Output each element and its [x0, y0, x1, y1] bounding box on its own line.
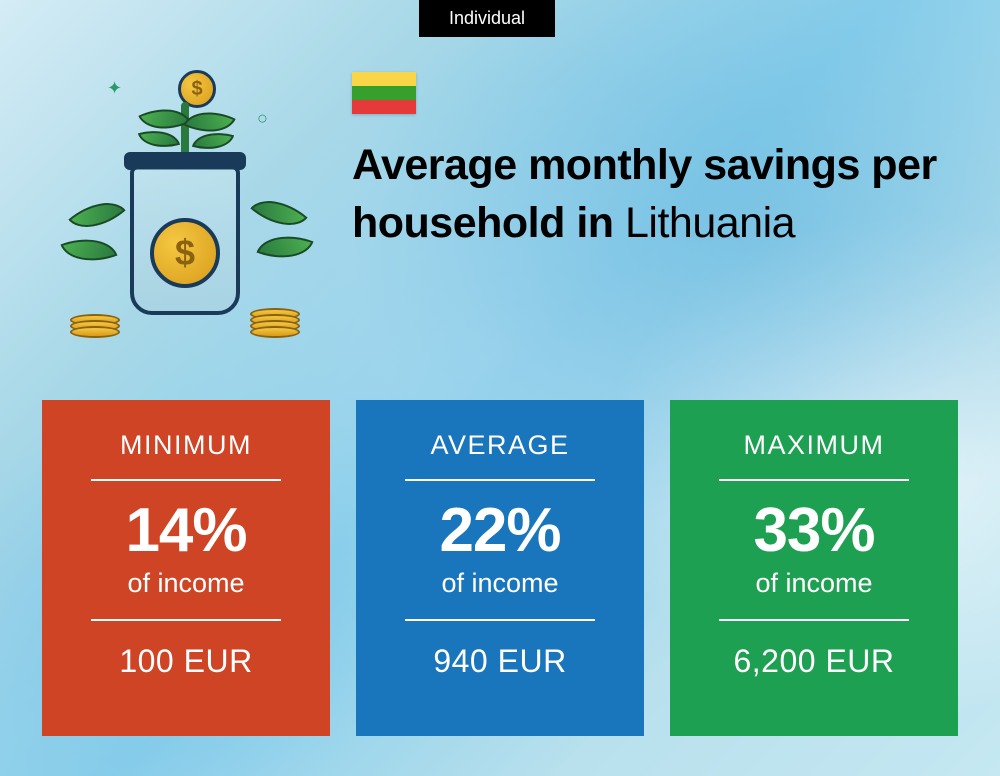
card-sub: of income	[692, 568, 936, 599]
card-amount: 100 EUR	[64, 643, 308, 680]
leaf-icon	[60, 227, 117, 272]
tab-individual[interactable]: Individual	[419, 0, 555, 37]
page-title: Average monthly savings per household in…	[352, 136, 958, 252]
flag-lithuania-icon	[352, 72, 416, 114]
card-rule	[719, 619, 909, 621]
flag-stripe	[352, 86, 416, 100]
card-label: AVERAGE	[378, 430, 622, 461]
card-average: AVERAGE 22% of income 940 EUR	[356, 400, 644, 736]
card-rule	[405, 619, 595, 621]
coin-stack-left	[70, 320, 120, 338]
leaf-icon	[250, 185, 308, 240]
card-amount: 940 EUR	[378, 643, 622, 680]
sparkle-icon: ○	[257, 108, 268, 129]
sparkle-icon: ✦	[107, 78, 122, 99]
header-region: ✦ ○ $ $ Average monthly savings per hous…	[42, 70, 958, 350]
flag-stripe	[352, 100, 416, 114]
savings-jar-illustration: ✦ ○ $ $	[42, 70, 312, 350]
title-country: Lithuania	[625, 199, 795, 247]
card-label: MAXIMUM	[692, 430, 936, 461]
card-percent: 22%	[378, 495, 622, 566]
card-sub: of income	[64, 568, 308, 599]
coin-stack-right	[250, 314, 300, 338]
flag-stripe	[352, 72, 416, 86]
card-sub: of income	[378, 568, 622, 599]
card-rule	[91, 479, 281, 481]
card-minimum: MINIMUM 14% of income 100 EUR	[42, 400, 330, 736]
coin-large-icon: $	[150, 218, 220, 288]
card-rule	[405, 479, 595, 481]
card-amount: 6,200 EUR	[692, 643, 936, 680]
leaf-icon	[256, 224, 313, 269]
card-label: MINIMUM	[64, 430, 308, 461]
card-rule	[719, 479, 909, 481]
stat-cards: MINIMUM 14% of income 100 EUR AVERAGE 22…	[42, 400, 958, 736]
card-maximum: MAXIMUM 33% of income 6,200 EUR	[670, 400, 958, 736]
card-percent: 33%	[692, 495, 936, 566]
card-rule	[91, 619, 281, 621]
card-percent: 14%	[64, 495, 308, 566]
leaf-icon	[68, 187, 126, 242]
header-text: Average monthly savings per household in…	[352, 70, 958, 350]
